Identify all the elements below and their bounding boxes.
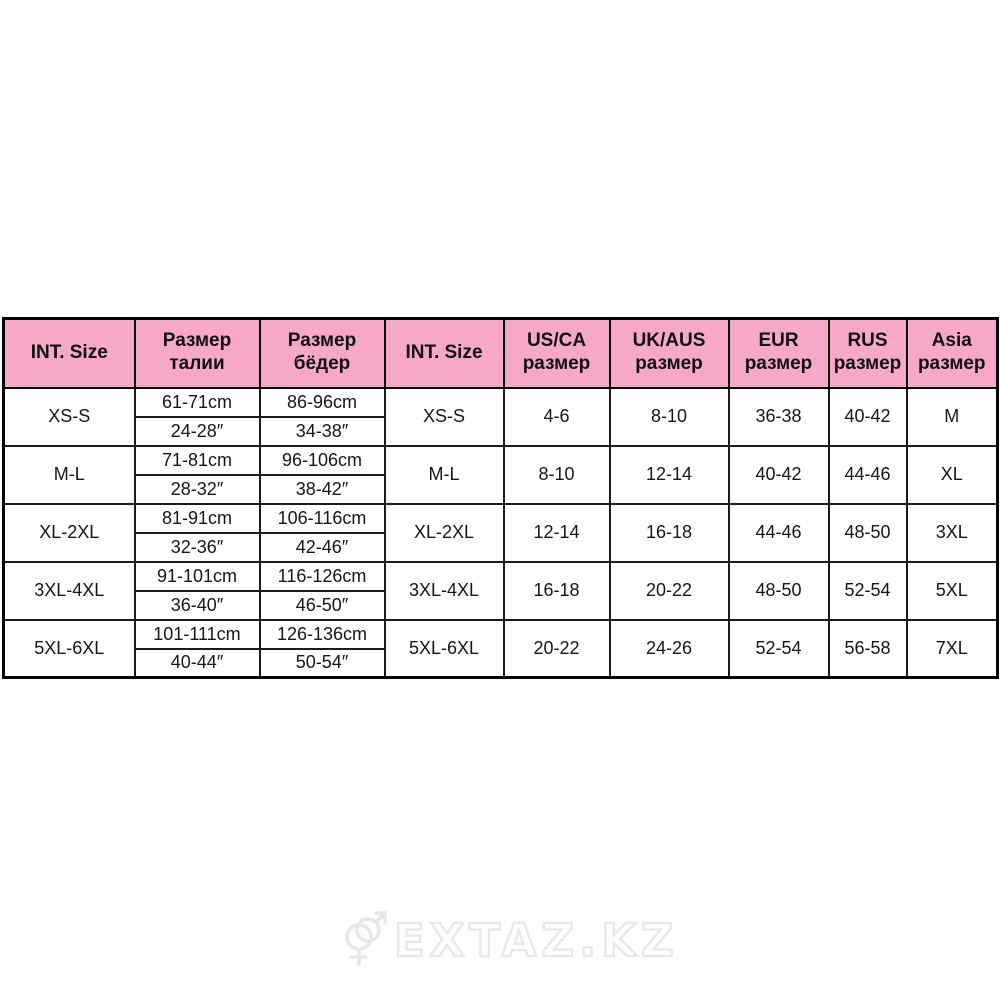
cell-us-ca: 12-14 [502,502,611,563]
cell-waist-in: 32-36″ [133,531,261,563]
cell-waist-cm: 71-81cm [133,444,261,476]
gender-symbols-icon [341,909,389,971]
cell-rus: 44-46 [827,444,908,505]
cell-int-size: XL-2XL [2,502,136,563]
table-subrow: 28-32″ 38-42″ [4,473,998,505]
col-header-rus: RUS размер [827,317,908,389]
cell-hips-cm: 116-126cm [258,560,386,592]
col-header-uk-aus: UK/AUS размер [608,317,730,389]
cell-waist-cm: 91-101cm [133,560,261,592]
col-header-us-ca: US/CA размер [502,317,611,389]
table-subrow: 36-40″ 46-50″ [4,589,998,621]
cell-asia: 3XL [905,502,999,563]
cell-us-ca: 4-6 [502,386,611,447]
cell-hips-in: 38-42″ [258,473,386,505]
header-line: размер [522,353,591,375]
cell-eur: 48-50 [727,560,830,621]
cell-uk-aus: 8-10 [608,386,730,447]
col-header-hips: Размер бёдер [258,317,386,389]
cell-hips-cm: 126-136cm [258,618,386,650]
header-line: бёдер [293,353,351,375]
watermark-text: EXTAZ.KZ [393,912,679,967]
header-line: UK/AUS [632,330,706,352]
cell-int-size: XS-S [2,386,136,447]
table-row: XL-2XL 81-91cm 106-116cm XL-2XL 12-14 16… [2,502,999,563]
cell-waist-cm: 61-71cm [133,386,261,418]
header-line: размер [635,353,703,375]
header-line: размер [917,353,986,375]
cell-asia: M [905,386,999,447]
col-header-int-size-right: INT. Size [383,317,505,389]
cell-asia: 5XL [905,560,999,621]
cell-rus: 48-50 [827,502,908,563]
cell-eur: 36-38 [727,386,830,447]
cell-waist-in: 28-32″ [133,473,261,505]
table-row: 3XL-4XL 91-101cm 116-126cm 3XL-4XL 16-18… [2,560,999,621]
cell-us-ca: 20-22 [502,618,611,679]
cell-rus: 40-42 [827,386,908,447]
header-line: RUS [847,330,888,352]
col-header-waist: Размер талии [133,317,261,389]
cell-hips-cm: 86-96cm [258,386,386,418]
cell-waist-cm: 81-91cm [133,502,261,534]
cell-int-size-2: XL-2XL [383,502,505,563]
cell-uk-aus: 20-22 [608,560,730,621]
cell-eur: 44-46 [727,502,830,563]
table-row: M-L 71-81cm 96-106cm M-L 8-10 12-14 40-4… [2,444,999,505]
col-header-eur: EUR размер [727,317,830,389]
cell-waist-in: 40-44″ [133,647,261,679]
cell-int-size-2: 5XL-6XL [383,618,505,679]
cell-waist-cm: 101-111cm [133,618,261,650]
cell-hips-cm: 106-116cm [258,502,386,534]
table-subrow: 24-28″ 34-38″ [4,415,998,447]
cell-us-ca: 8-10 [502,444,611,505]
table-subrow: 40-44″ 50-54″ [4,647,998,679]
cell-rus: 56-58 [827,618,908,679]
cell-int-size: 5XL-6XL [2,618,136,679]
header-row: INT. Size Размер талии Размер бёдер INT.… [2,317,999,389]
table-row: 5XL-6XL 101-111cm 126-136cm 5XL-6XL 20-2… [2,618,999,679]
cell-asia: XL [905,444,999,505]
cell-uk-aus: 24-26 [608,618,730,679]
cell-int-size: 3XL-4XL [2,560,136,621]
cell-hips-cm: 96-106cm [258,444,386,476]
cell-rus: 52-54 [827,560,908,621]
cell-hips-in: 50-54″ [258,647,386,679]
cell-waist-in: 36-40″ [133,589,261,621]
cell-hips-in: 42-46″ [258,531,386,563]
cell-us-ca: 16-18 [502,560,611,621]
cell-int-size-2: M-L [383,444,505,505]
cell-asia: 7XL [905,618,999,679]
header-line: размер [833,353,902,375]
header-line: размер [744,353,813,375]
cell-uk-aus: 16-18 [608,502,730,563]
table-subrow: 32-36″ 42-46″ [4,531,998,563]
cell-int-size-2: 3XL-4XL [383,560,505,621]
header-line: US/CA [526,330,587,352]
cell-int-size: M-L [2,444,136,505]
header-line: Размер [162,330,232,352]
header-line: талии [169,353,225,375]
cell-hips-in: 34-38″ [258,415,386,447]
col-header-int-size-left: INT. Size [2,317,136,389]
cell-uk-aus: 12-14 [608,444,730,505]
cell-eur: 52-54 [727,618,830,679]
header-line: Размер [287,330,357,352]
cell-eur: 40-42 [727,444,830,505]
cell-waist-in: 24-28″ [133,415,261,447]
cell-int-size-2: XS-S [383,386,505,447]
table-row: XS-S 61-71cm 86-96cm XS-S 4-6 8-10 36-38… [2,386,999,447]
header-line: EUR [758,330,799,352]
watermark: EXTAZ.KZ [341,903,679,977]
size-chart-table: INT. Size Размер талии Размер бёдер INT.… [2,317,999,679]
col-header-asia: Asia размер [905,317,999,389]
cell-hips-in: 46-50″ [258,589,386,621]
header-line: Asia [931,330,972,352]
